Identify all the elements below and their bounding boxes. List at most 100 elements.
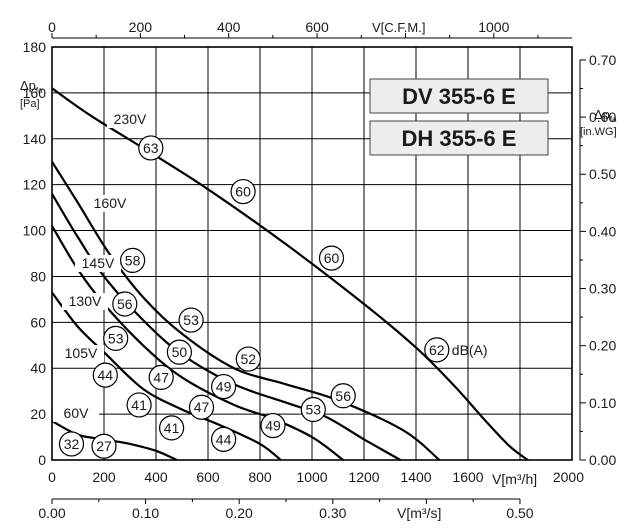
x-bottom-tick-label: 1200 <box>348 469 379 485</box>
db-marker-value: 41 <box>131 397 147 413</box>
curve-105v <box>51 291 282 461</box>
model-box-2: DH 355-6 E <box>369 120 549 156</box>
y-left-tick-label: 60 <box>30 314 46 330</box>
x-bottom2-tick-label: 0.30 <box>319 505 346 521</box>
voltage-label-bg <box>87 195 133 212</box>
y-right-tick-label: 0.20 <box>589 338 616 354</box>
db-marker-value: 50 <box>172 344 188 360</box>
voltage-label: 160V <box>94 195 127 211</box>
model-box-1: DV 355-6 E <box>369 78 549 114</box>
db-marker-circle <box>260 412 286 439</box>
curve-160v <box>51 161 441 461</box>
db-marker-value: 47 <box>194 399 210 415</box>
x-bottom-tick-label: 1600 <box>452 469 483 485</box>
x-bottom-unit: V[m³/h] <box>492 471 537 487</box>
voltage-label-bg <box>58 345 104 362</box>
y-right-label: Δpfa <box>594 107 617 124</box>
db-marker-circle <box>211 373 237 400</box>
x-bottom-tick-label: 200 <box>92 469 116 485</box>
db-marker-circle <box>112 291 138 317</box>
db-unit-label: dB(A) <box>452 342 488 358</box>
voltage-label-bg <box>53 405 99 422</box>
db-marker-value: 60 <box>235 184 251 200</box>
y-left-tick-label: 40 <box>30 360 46 376</box>
db-marker-circle <box>159 415 185 441</box>
y-left-tick-label: 120 <box>23 177 47 193</box>
x-bottom-tick-label: 1400 <box>400 469 431 485</box>
y-left-unit: [Pa] <box>20 98 40 110</box>
db-marker-value: 44 <box>216 431 232 447</box>
db-marker-value: 49 <box>216 379 232 395</box>
voltage-label: 145V <box>82 255 115 271</box>
x-top-unit: V[C.F.M.] <box>372 20 425 35</box>
x-top-tick-label: 200 <box>129 19 153 35</box>
db-marker-value: 32 <box>64 436 80 452</box>
x-bottom-tick-label: 2000 <box>553 469 584 485</box>
db-marker-circle <box>91 433 117 459</box>
voltage-label: 105V <box>65 345 98 361</box>
y-right-tick-label: 0.60 <box>589 109 616 125</box>
db-marker-circle <box>300 396 326 423</box>
db-marker-circle <box>58 431 85 457</box>
db-marker-circle <box>318 245 345 271</box>
model-label: DH 355-6 E <box>402 126 517 151</box>
y-right-unit: [in.WG] <box>580 126 617 138</box>
x-bottom-tick-label: 0 <box>48 469 56 485</box>
db-marker-circle <box>138 135 164 161</box>
y-right-tick-label: 0.70 <box>589 52 616 68</box>
db-marker-value: 62 <box>429 342 445 358</box>
db-marker-value: 49 <box>265 418 281 434</box>
x-bottom-tick-label: 400 <box>144 469 168 485</box>
db-marker-value: 53 <box>183 312 199 328</box>
y-right-tick-label: 0.50 <box>589 166 616 182</box>
voltage-curves <box>51 87 529 462</box>
db-marker-value: 56 <box>335 388 351 404</box>
x-top-tick-label: 1000 <box>478 19 509 35</box>
db-marker-circle <box>120 247 146 273</box>
db-markers: 63 60 60 62 58 56 53 53 50 52 44 47 49 56 41 47 53 41 49 44… <box>58 135 450 459</box>
db-marker-circle <box>103 325 129 351</box>
db-marker-value: 63 <box>143 140 159 156</box>
db-marker-value: 58 <box>125 252 141 268</box>
x-top-tick-label: 400 <box>217 19 241 35</box>
x-bottom-tick-label: 800 <box>248 469 272 485</box>
y-left-tick-label: 160 <box>23 85 47 101</box>
y-left-label: Δpfa <box>20 78 43 95</box>
y-left-tick-label: 80 <box>30 268 46 284</box>
x-top-tick-label: 600 <box>305 19 329 35</box>
db-marker-circle <box>230 178 256 205</box>
y-right-tick-label: 0.30 <box>589 281 616 297</box>
y-left-tick-label: 180 <box>23 39 47 55</box>
y-left-tick-label: 20 <box>30 406 46 422</box>
db-marker-circle <box>330 383 356 409</box>
db-marker-circle <box>235 346 261 372</box>
x-bottom2-tick-label: 0.50 <box>506 505 533 521</box>
voltage-label-bg <box>62 293 108 310</box>
db-marker-value: 52 <box>241 351 257 367</box>
y-left-tick-label: 0 <box>38 452 46 468</box>
db-marker-value: 56 <box>117 296 133 312</box>
db-marker-value: 47 <box>153 369 169 385</box>
voltage-label-bg <box>75 255 121 272</box>
x-bottom-tick-label: 600 <box>196 469 220 485</box>
plot-frame <box>51 46 573 461</box>
voltage-label: 130V <box>69 293 102 309</box>
db-marker-circle <box>188 394 215 420</box>
curve-130v <box>51 225 344 461</box>
db-marker-circle <box>178 307 204 333</box>
grid <box>52 47 572 460</box>
x-bottom-tick-label: 1000 <box>296 469 327 485</box>
model-label: DV 355-6 E <box>402 84 516 109</box>
y-left-tick-label: 100 <box>23 223 47 239</box>
y-right-tick-label: 0.00 <box>589 452 616 468</box>
x-bottom2-unit: V[m³/s] <box>397 505 441 521</box>
db-marker-value: 27 <box>96 438 112 454</box>
x-top-tick-label: 0 <box>48 19 56 35</box>
y-right-tick-label: 0.40 <box>589 223 616 239</box>
db-marker-value: 41 <box>164 420 180 436</box>
voltage-label: 230V <box>114 111 147 127</box>
db-marker-circle <box>148 364 174 390</box>
db-marker-circle <box>126 392 152 418</box>
voltage-label-bg <box>107 111 153 128</box>
